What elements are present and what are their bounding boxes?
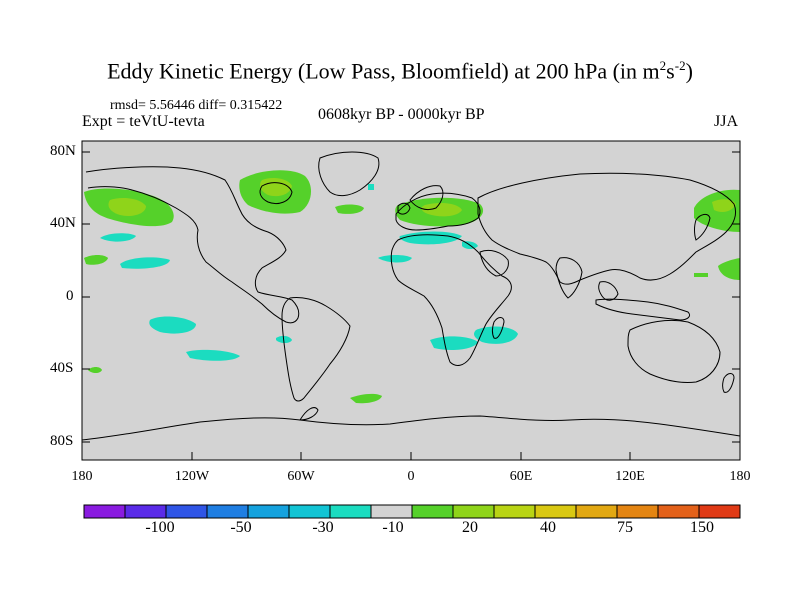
colorbar-label: 75 [617, 519, 633, 536]
coastlines [81, 151, 741, 441]
colorbar-label: -30 [312, 519, 334, 536]
map-background [82, 141, 740, 460]
anomaly-mediterranean-cyan [399, 231, 462, 245]
coast-greenland [318, 151, 380, 197]
anomaly-north-pacific-core [108, 198, 146, 216]
anomaly-europe-core [421, 202, 462, 217]
lon-label-60w: 60W [287, 469, 315, 484]
colorbar-box [165, 504, 208, 519]
coast-madagascar [492, 317, 505, 339]
colorbar-box [657, 504, 700, 519]
anomaly-madagascar-cyan [474, 326, 518, 344]
colorbar-label: 150 [690, 519, 714, 536]
anomaly-north-america-core [260, 178, 292, 197]
coast-europe [395, 192, 481, 231]
colorbar-box [247, 504, 290, 519]
lat-label-40s: 40S [50, 360, 74, 376]
colorbar-box [616, 504, 659, 519]
season-label: JJA [714, 113, 739, 130]
coast-australia [627, 319, 721, 383]
lon-label-180w: 180 [71, 469, 93, 484]
lat-label-40n: 40N [50, 215, 76, 231]
colorbar-box [698, 504, 741, 519]
lat-label-80s: 80S [50, 433, 74, 449]
colorbar-box [206, 504, 249, 519]
coast-hudson [259, 182, 293, 205]
anomaly-south-atlantic [350, 393, 382, 404]
coast-antarctica [81, 415, 741, 441]
colorbar-label: 40 [540, 519, 556, 536]
anomaly-small-arctic [368, 184, 374, 190]
colorbar-label: -10 [382, 519, 404, 536]
anomaly-atlantic [335, 204, 364, 214]
anomaly-east-asia-core [712, 199, 736, 212]
anomaly-fields [84, 170, 740, 404]
period-label: 0608kyr BP - 0000kyr BP [318, 106, 485, 123]
coast-uk [397, 202, 411, 215]
anomaly-south-africa-cyan [430, 336, 478, 350]
coast-japan [694, 213, 711, 241]
plot-title: Eddy Kinetic Energy (Low Pass, Bloomfiel… [107, 58, 693, 84]
experiment-label: Expt = teVtU-tevta [82, 113, 205, 130]
coast-arabia [479, 249, 509, 277]
lon-label-120w: 120W [174, 469, 210, 484]
lon-label-180e: 180 [729, 469, 751, 484]
colorbar-box [124, 504, 167, 519]
coast-scandinavia [409, 185, 444, 211]
coast-new-zealand [722, 373, 735, 393]
colorbar-label: -50 [230, 519, 252, 536]
coast-north-america [85, 166, 300, 324]
colorbar-label: 20 [462, 519, 478, 536]
lon-label-0: 0 [407, 469, 415, 484]
colorbar-box [370, 504, 413, 519]
anomaly-west-pacific [718, 258, 740, 280]
anomaly-south-pacific-cyan-2 [186, 349, 240, 361]
colorbar-box [493, 504, 536, 519]
lat-label-80n: 80N [50, 143, 76, 159]
colorbar-box [452, 504, 495, 519]
anomaly-subtropical-pacific [84, 255, 108, 265]
coast-southeast-asia [598, 281, 619, 301]
lat-label-0: 0 [66, 288, 74, 304]
anomaly-atlantic-cyan [378, 255, 412, 263]
lat-ticks [82, 151, 740, 443]
colorbar-box [83, 504, 126, 519]
colorbar-box [411, 504, 454, 519]
coast-south-america [281, 297, 351, 402]
anomaly-pacific-cyan-2 [120, 257, 170, 269]
lon-label-60e: 60E [509, 469, 533, 484]
colorbar-box [575, 504, 618, 519]
coast-asia [477, 172, 737, 285]
colorbar-label: -100 [145, 519, 175, 536]
coast-india [555, 257, 583, 299]
colorbar [83, 504, 741, 519]
anomaly-south-pacific-west [88, 367, 102, 373]
lon-ticks [81, 452, 741, 460]
stats-line: rmsd= 5.56446 diff= 0.315422 [110, 98, 283, 113]
colorbar-box [329, 504, 372, 519]
anomaly-south-pacific-cyan-1 [149, 316, 196, 334]
coast-africa [390, 234, 512, 366]
anomaly-pacific-cyan-1 [100, 233, 136, 242]
coast-antarctic-peninsula [299, 407, 319, 421]
anomaly-west-pacific-2 [694, 273, 708, 277]
coast-indonesia [595, 298, 691, 321]
colorbar-box [288, 504, 331, 519]
lon-label-120e: 120E [615, 469, 645, 484]
colorbar-box [534, 504, 577, 519]
